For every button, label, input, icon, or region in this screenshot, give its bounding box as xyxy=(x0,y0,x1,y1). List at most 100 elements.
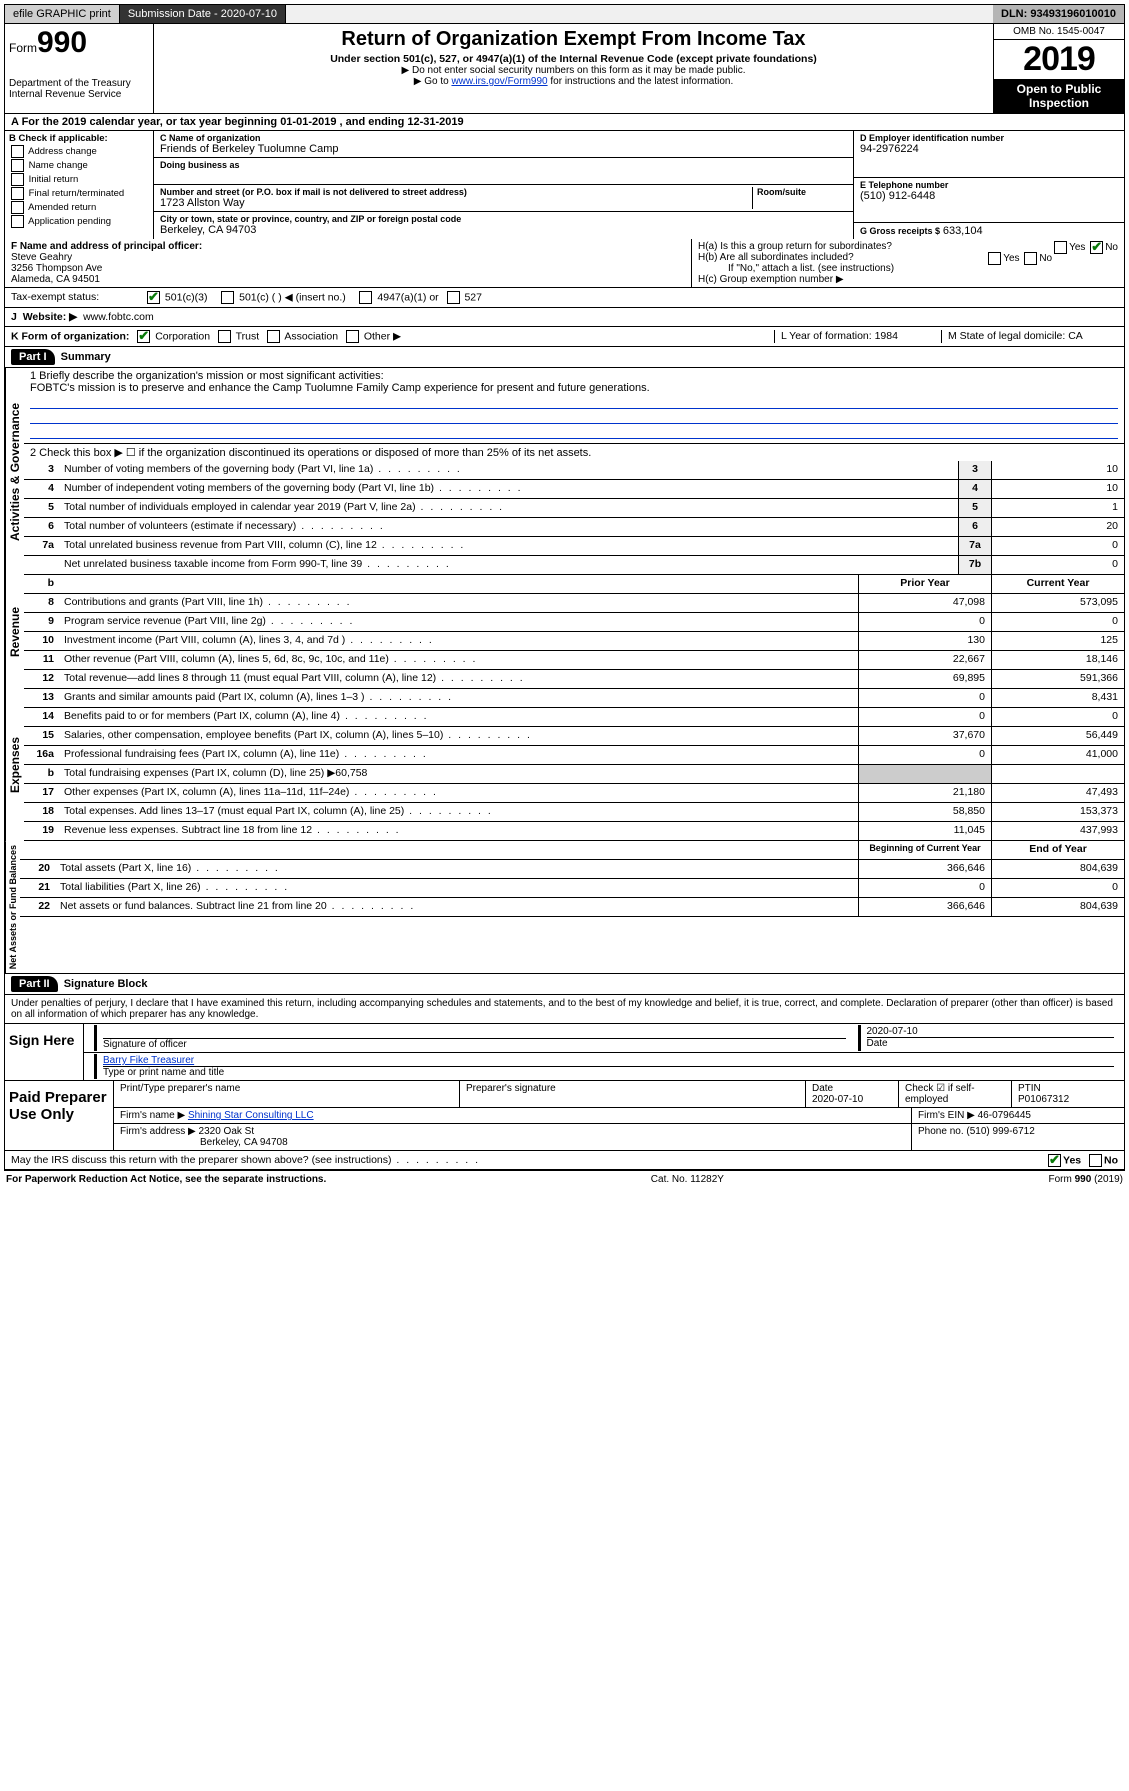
open-to-public: Open to Public Inspection xyxy=(994,79,1124,113)
sig-date: 2020-07-10 xyxy=(867,1026,1115,1038)
table-row: 13 Grants and similar amounts paid (Part… xyxy=(24,689,1124,708)
paid-preparer-label: Paid Preparer Use Only xyxy=(5,1081,114,1150)
table-row: 14 Benefits paid to or for members (Part… xyxy=(24,708,1124,727)
check-amended[interactable]: Amended return xyxy=(9,201,149,214)
check-other[interactable] xyxy=(346,330,359,343)
table-row: 20 Total assets (Part X, line 16) 366,64… xyxy=(20,860,1124,879)
officer-name: Steve Geahry xyxy=(11,252,685,263)
efile-button[interactable]: efile GRAPHIC print xyxy=(5,5,120,23)
table-row: 10 Investment income (Part VIII, column … xyxy=(24,632,1124,651)
firm-name[interactable]: Shining Star Consulting LLC xyxy=(188,1110,314,1121)
top-bar: efile GRAPHIC print Submission Date - 20… xyxy=(4,4,1125,24)
submission-date: Submission Date - 2020-07-10 xyxy=(120,5,286,23)
vlabel-revenue: Revenue xyxy=(5,575,24,689)
check-app-pending[interactable]: Application pending xyxy=(9,215,149,228)
table-row: 6 Total number of volunteers (estimate i… xyxy=(24,518,1124,537)
check-527[interactable] xyxy=(447,291,460,304)
ptin: P01067312 xyxy=(1018,1094,1118,1105)
gross-receipts-cell: G Gross receipts $ 633,104 xyxy=(854,223,1124,239)
table-row: b Total fundraising expenses (Part IX, c… xyxy=(24,765,1124,784)
prep-date: 2020-07-10 xyxy=(812,1094,892,1105)
officer-typed-name[interactable]: Barry Fike Treasurer xyxy=(103,1055,1114,1067)
address-cell: Number and street (or P.O. box if mail i… xyxy=(154,185,853,212)
form-subtitle: Under section 501(c), 527, or 4947(a)(1)… xyxy=(160,53,987,65)
tax-exempt-row: Tax-exempt status: 501(c)(3) 501(c) ( ) … xyxy=(4,288,1125,308)
vlabel-governance: Activities & Governance xyxy=(5,368,24,575)
table-row: 19 Revenue less expenses. Subtract line … xyxy=(24,822,1124,841)
check-final-return[interactable]: Final return/terminated xyxy=(9,187,149,200)
check-corporation[interactable] xyxy=(137,330,150,343)
org-name: Friends of Berkeley Tuolumne Camp xyxy=(160,143,847,155)
self-employed-check[interactable]: Check ☑ if self-employed xyxy=(899,1081,1012,1107)
sign-here-block: Sign Here Signature of officer 2020-07-1… xyxy=(4,1024,1125,1081)
table-row: 5 Total number of individuals employed i… xyxy=(24,499,1124,518)
dba-cell: Doing business as xyxy=(154,158,853,185)
city-state-zip: Berkeley, CA 94703 xyxy=(160,224,847,236)
irs-link[interactable]: www.irs.gov/Form990 xyxy=(451,76,547,87)
table-row: 21 Total liabilities (Part X, line 26) 0… xyxy=(20,879,1124,898)
firm-city: Berkeley, CA 94708 xyxy=(120,1137,288,1148)
part-1-header: Part I Summary xyxy=(4,347,1125,368)
governance-table: Activities & Governance 1 Briefly descri… xyxy=(4,368,1125,575)
telephone: (510) 912-6448 xyxy=(860,190,1118,202)
sign-here-label: Sign Here xyxy=(5,1024,84,1080)
form-org-row: K Form of organization: Corporation Trus… xyxy=(4,327,1125,347)
table-row: 22 Net assets or fund balances. Subtract… xyxy=(20,898,1124,917)
omb-number: OMB No. 1545-0047 xyxy=(994,24,1124,40)
form-header: Form990 Department of the Treasury Inter… xyxy=(4,24,1125,114)
firm-address: 2320 Oak St xyxy=(199,1126,255,1137)
check-4947[interactable] xyxy=(359,291,372,304)
box-b-title: B Check if applicable: xyxy=(9,133,149,144)
tax-year: 2019 xyxy=(994,40,1124,79)
form-number-box: Form990 Department of the Treasury Inter… xyxy=(5,24,154,113)
check-address-change[interactable]: Address change xyxy=(9,145,149,158)
discuss-yes[interactable] xyxy=(1048,1154,1061,1167)
table-row: Net unrelated business taxable income fr… xyxy=(24,556,1124,575)
revenue-header-row: b Prior Year Current Year xyxy=(24,575,1124,594)
street-address: 1723 Allston Way xyxy=(160,197,752,209)
dept-treasury: Department of the Treasury Internal Reve… xyxy=(9,78,149,100)
section-b-to-g: B Check if applicable: Address change Na… xyxy=(4,131,1125,239)
box-d-e-g: D Employer identification number 94-2976… xyxy=(853,131,1124,239)
expenses-table: Expenses 13 Grants and similar amounts p… xyxy=(4,689,1125,841)
q1-mission: 1 Briefly describe the organization's mi… xyxy=(30,370,1118,382)
gross-receipts: 633,104 xyxy=(943,225,983,237)
table-row: 9 Program service revenue (Part VIII, li… xyxy=(24,613,1124,632)
check-association[interactable] xyxy=(267,330,280,343)
dln: DLN: 93493196010010 xyxy=(993,5,1124,23)
title-box: Return of Organization Exempt From Incom… xyxy=(154,24,994,113)
box-h: H(a) Is this a group return for subordin… xyxy=(692,239,1124,287)
table-row: 12 Total revenue—add lines 8 through 11 … xyxy=(24,670,1124,689)
check-501c3[interactable] xyxy=(147,291,160,304)
note-ssn: ▶ Do not enter social security numbers o… xyxy=(160,65,987,76)
check-501c[interactable] xyxy=(221,291,234,304)
officer-addr2: Alameda, CA 94501 xyxy=(11,274,685,285)
table-row: 18 Total expenses. Add lines 13–17 (must… xyxy=(24,803,1124,822)
city-cell: City or town, state or province, country… xyxy=(154,212,853,238)
box-f: F Name and address of principal officer:… xyxy=(5,239,692,287)
firm-ein: 46-0796445 xyxy=(978,1110,1031,1121)
website: www.fobtc.com xyxy=(83,311,154,323)
ein-cell: D Employer identification number 94-2976… xyxy=(854,131,1124,178)
discuss-row: May the IRS discuss this return with the… xyxy=(4,1151,1125,1170)
ein: 94-2976224 xyxy=(860,143,1118,155)
website-row: J Website: ▶ www.fobtc.com xyxy=(4,308,1125,327)
phone-cell: E Telephone number (510) 912-6448 xyxy=(854,178,1124,223)
table-row: 11 Other revenue (Part VIII, column (A),… xyxy=(24,651,1124,670)
row-f-h: F Name and address of principal officer:… xyxy=(4,239,1125,288)
net-header-row: Beginning of Current Year End of Year xyxy=(20,841,1124,860)
discuss-no[interactable] xyxy=(1089,1154,1102,1167)
check-trust[interactable] xyxy=(218,330,231,343)
check-initial-return[interactable]: Initial return xyxy=(9,173,149,186)
form-990: 990 xyxy=(37,26,87,59)
table-row: 8 Contributions and grants (Part VIII, l… xyxy=(24,594,1124,613)
paid-preparer-block: Paid Preparer Use Only Print/Type prepar… xyxy=(4,1081,1125,1151)
year-formation: L Year of formation: 1984 xyxy=(774,330,941,343)
penalty-text: Under penalties of perjury, I declare th… xyxy=(4,995,1125,1024)
table-row: 7a Total unrelated business revenue from… xyxy=(24,537,1124,556)
table-row: 16a Professional fundraising fees (Part … xyxy=(24,746,1124,765)
box-c: C Name of organization Friends of Berkel… xyxy=(154,131,853,239)
check-name-change[interactable]: Name change xyxy=(9,159,149,172)
part-2-header: Part II Signature Block xyxy=(4,974,1125,995)
firm-phone: (510) 999-6712 xyxy=(966,1126,1034,1137)
